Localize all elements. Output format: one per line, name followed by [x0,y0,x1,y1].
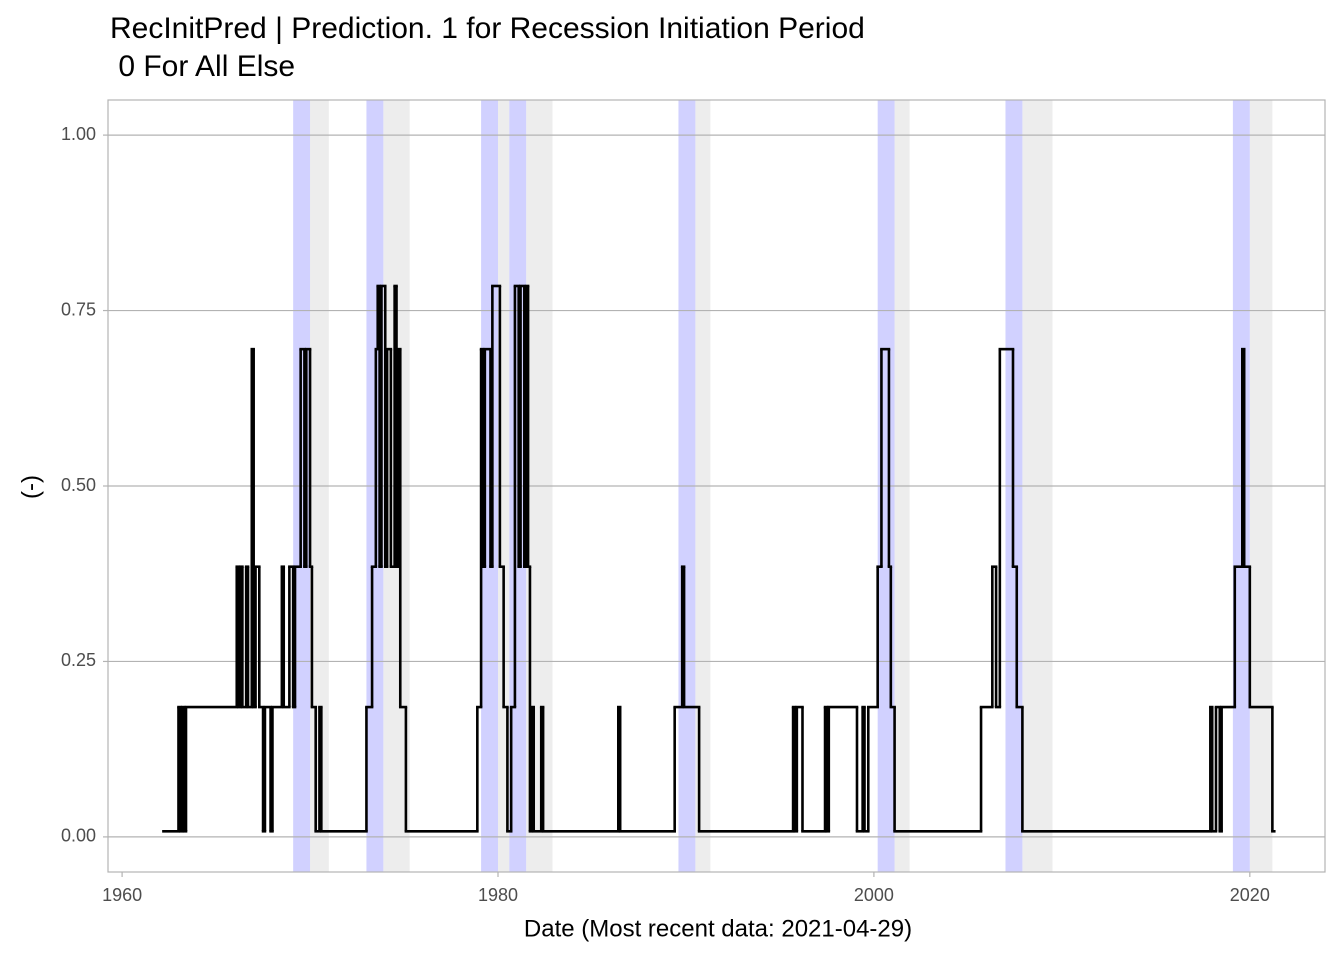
chart-title: RecInitPred | Prediction. 1 for Recessio… [110,12,865,45]
y-tick-label: 0.75 [61,299,96,319]
x-tick-label: 1960 [102,885,142,905]
y-tick-label: 0.00 [61,826,96,846]
y-tick-label: 0.50 [61,475,96,495]
y-tick-label: 1.00 [61,124,96,144]
x-axis-label: Date (Most recent data: 2021-04-29) [524,915,912,942]
x-tick-label: 2020 [1230,885,1270,905]
x-tick-label: 1980 [478,885,518,905]
y-axis-label: (-) [17,475,44,499]
x-tick-label: 2000 [854,885,894,905]
plot-border [107,99,1326,873]
y-tick-label: 0.25 [61,650,96,670]
chart-subtitle: 0 For All Else [110,50,295,83]
